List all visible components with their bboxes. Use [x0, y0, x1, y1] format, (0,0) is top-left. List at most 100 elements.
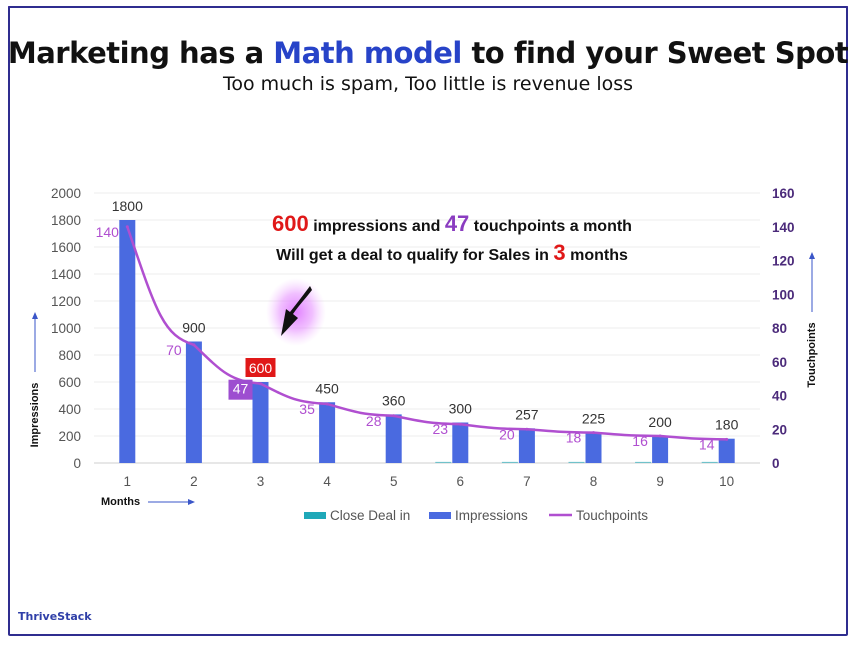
impressions-value-label: 257	[515, 406, 539, 422]
impressions-bar	[319, 402, 336, 463]
touchpoints-point	[192, 343, 196, 347]
impressions-value-label: 180	[715, 417, 739, 433]
title-highlight: Math model	[273, 36, 462, 70]
y2-tick-label: 160	[772, 186, 795, 201]
impressions-value-label: 200	[648, 414, 672, 430]
callout-line-2: Will get a deal to qualify for Sales in …	[276, 240, 628, 265]
impressions-bar	[185, 341, 202, 463]
close-deal-bar	[501, 461, 518, 463]
pointer-arrow-icon	[281, 286, 312, 336]
impressions-bar	[718, 438, 735, 463]
touchpoints-point	[392, 414, 396, 418]
impressions-bar	[652, 436, 669, 463]
impressions-bar	[119, 220, 136, 463]
y2-tick-label: 40	[772, 389, 787, 404]
y2-axis-arrowhead	[809, 252, 815, 259]
impressions-value-label: 225	[582, 411, 606, 427]
y-tick-label: 800	[58, 348, 81, 363]
y-axis-arrowhead	[32, 312, 38, 319]
y-tick-label: 1000	[51, 321, 81, 336]
x-tick-label: 10	[719, 474, 734, 489]
x-tick-label: 9	[656, 474, 664, 489]
touchpoints-point	[458, 422, 462, 426]
legend-touchpoints: Touchpoints	[576, 508, 648, 523]
touchpoints-value-label: 14	[699, 436, 715, 452]
touchpoints-value-label: 70	[166, 342, 182, 358]
touchpoints-point	[125, 225, 129, 229]
y2-axis-title: Touchpoints	[806, 322, 818, 387]
impressions-bar	[452, 422, 469, 463]
touchpoints-point	[658, 434, 662, 438]
x-axis-ticks: 1 2 3 4 5 6 7 8 9 10	[124, 474, 735, 489]
brand-logo: ThriveStack	[18, 610, 92, 623]
touchpoints-value-label: 140	[96, 224, 120, 240]
touchpoints-value-label: 47	[233, 381, 249, 397]
close-deal-bar	[435, 461, 452, 463]
x-tick-label: 3	[257, 474, 265, 489]
y2-tick-label: 0	[772, 456, 780, 471]
x-tick-label: 5	[390, 474, 398, 489]
x-axis-arrowhead	[188, 499, 195, 505]
y-tick-label: 1400	[51, 267, 81, 282]
y-tick-label: 1800	[51, 213, 81, 228]
touchpoints-point	[259, 382, 262, 386]
callout-impressions-value: 600	[272, 211, 309, 236]
pointer-glow	[266, 278, 326, 346]
y2-tick-label: 20	[772, 422, 787, 437]
x-tick-label: 1	[124, 474, 132, 489]
data-labels: 1800 900 600 450 360 300 257 225 200 180 140 70 47 35…	[96, 198, 739, 452]
close-deal-bar	[635, 461, 652, 463]
y-tick-label: 1600	[51, 240, 81, 255]
gridlines	[94, 192, 760, 464]
impressions-bar	[252, 382, 269, 463]
right-axis-ticks: 0 20 40 60 80 100 120 140 160	[772, 186, 795, 471]
y-tick-label: 2000	[51, 186, 81, 201]
y-tick-label: 1200	[51, 294, 81, 309]
callout-line-1: 600 impressions and 47 touchpoints a mon…	[272, 211, 632, 236]
touchpoints-value-label: 18	[566, 430, 582, 446]
impressions-label-highlight	[245, 358, 276, 377]
touchpoints-point	[525, 427, 529, 431]
impressions-value-label: 1800	[112, 198, 143, 214]
touchpoints-value-label: 16	[632, 433, 648, 449]
touchpoints-point	[592, 431, 595, 435]
legend: Close Deal in Impressions Touchpoints	[304, 508, 648, 523]
x-tick-label: 2	[190, 474, 198, 489]
x-tick-label: 8	[590, 474, 598, 489]
y2-tick-label: 60	[772, 355, 787, 370]
callout-touchpoints-value: 47	[445, 211, 469, 236]
y-tick-label: 0	[73, 456, 81, 471]
touchpoints-line-group	[125, 225, 729, 441]
touchpoints-point	[325, 402, 329, 406]
touchpoints-line	[126, 226, 727, 441]
x-tick-label: 4	[323, 474, 331, 489]
touchpoints-value-label: 35	[299, 401, 315, 417]
page-subtitle: Too much is spam, Too little is revenue …	[222, 73, 634, 95]
y-axis-title: Impressions	[29, 383, 41, 448]
legend-impressions: Impressions	[455, 508, 528, 523]
touchpoints-value-label: 23	[433, 421, 449, 437]
touchpoints-value-label: 20	[499, 426, 515, 442]
y2-tick-label: 120	[772, 254, 795, 269]
page-title: Marketing has a Math model to find your …	[7, 36, 849, 70]
y-tick-label: 200	[58, 429, 81, 444]
legend-swatch-impressions	[429, 512, 451, 519]
legend-close-deal: Close Deal in	[330, 508, 410, 523]
card-frame	[8, 6, 848, 636]
x-tick-label: 7	[523, 474, 531, 489]
y-tick-label: 600	[58, 375, 81, 390]
x-axis-title: Months	[101, 496, 140, 508]
impressions-value-label: 600	[249, 360, 273, 376]
impressions-value-label: 900	[182, 320, 206, 336]
touchpoints-point	[725, 437, 729, 441]
y-tick-label: 400	[58, 402, 81, 417]
y2-tick-label: 80	[772, 321, 787, 336]
close-deal-bar	[568, 461, 585, 463]
touchpoints-value-label: 28	[366, 413, 382, 429]
x-tick-label: 6	[457, 474, 465, 489]
touchpoints-label-highlight	[228, 379, 253, 400]
y2-tick-label: 140	[772, 220, 795, 235]
impressions-value-label: 360	[382, 392, 406, 408]
left-axis-ticks: 0 200 400 600 800 1000 1200 1400 1600 1800 2000	[51, 186, 81, 471]
